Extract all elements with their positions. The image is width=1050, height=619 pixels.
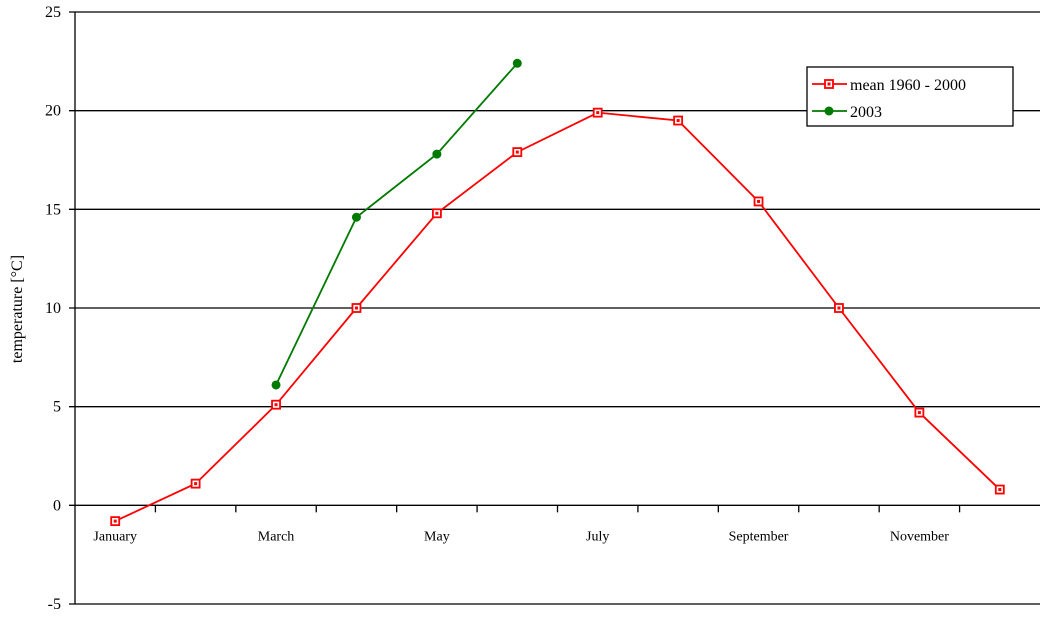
y-axis-ticks: -5 0 5 10 15 20 25	[45, 4, 61, 613]
gridlines	[69, 11, 1040, 605]
y-tick-label: -5	[48, 596, 61, 613]
x-tick-label: November	[890, 529, 949, 544]
data-point	[271, 380, 281, 390]
data-point-core	[917, 411, 921, 415]
x-tick-label: July	[586, 529, 609, 544]
legend: mean 1960 - 2000 2003	[806, 66, 1014, 127]
data-point-core	[596, 111, 600, 115]
data-point-core	[274, 403, 278, 407]
data-point-core	[757, 199, 761, 203]
x-tick-label: September	[729, 529, 789, 544]
x-tick-label: January	[93, 529, 137, 544]
series-line	[275, 62, 518, 386]
legend-label: 2003	[850, 104, 882, 121]
data-point-core	[515, 150, 519, 154]
data-point-core	[435, 211, 439, 215]
x-axis-ticks: January March May July September November	[93, 505, 961, 544]
series-layer	[110, 58, 1005, 527]
y-axis-title: temperature [°C]	[9, 255, 26, 363]
y-tick-label: 5	[53, 399, 61, 416]
data-point-core	[354, 306, 358, 310]
data-point-core	[837, 306, 841, 310]
legend-marker	[824, 106, 834, 116]
y-tick-label: 0	[53, 497, 61, 514]
y-tick-label: 25	[45, 4, 61, 21]
legend-marker-core	[827, 82, 831, 86]
series-1	[110, 107, 1005, 527]
series-2	[271, 58, 522, 390]
x-tick-label: May	[424, 529, 450, 544]
legend-label: mean 1960 - 2000	[850, 77, 966, 94]
data-point-core	[676, 119, 680, 123]
data-point-core	[194, 482, 198, 486]
y-tick-label: 10	[45, 300, 61, 317]
data-point	[351, 212, 361, 222]
legend-box	[806, 66, 1014, 127]
data-point-core	[998, 488, 1002, 492]
x-tick-label: March	[258, 529, 295, 544]
y-tick-label: 20	[45, 103, 61, 120]
data-point-core	[113, 519, 117, 523]
data-point	[432, 149, 442, 159]
y-tick-label: 15	[45, 201, 61, 218]
series-line	[114, 111, 1001, 522]
data-point	[512, 58, 522, 68]
